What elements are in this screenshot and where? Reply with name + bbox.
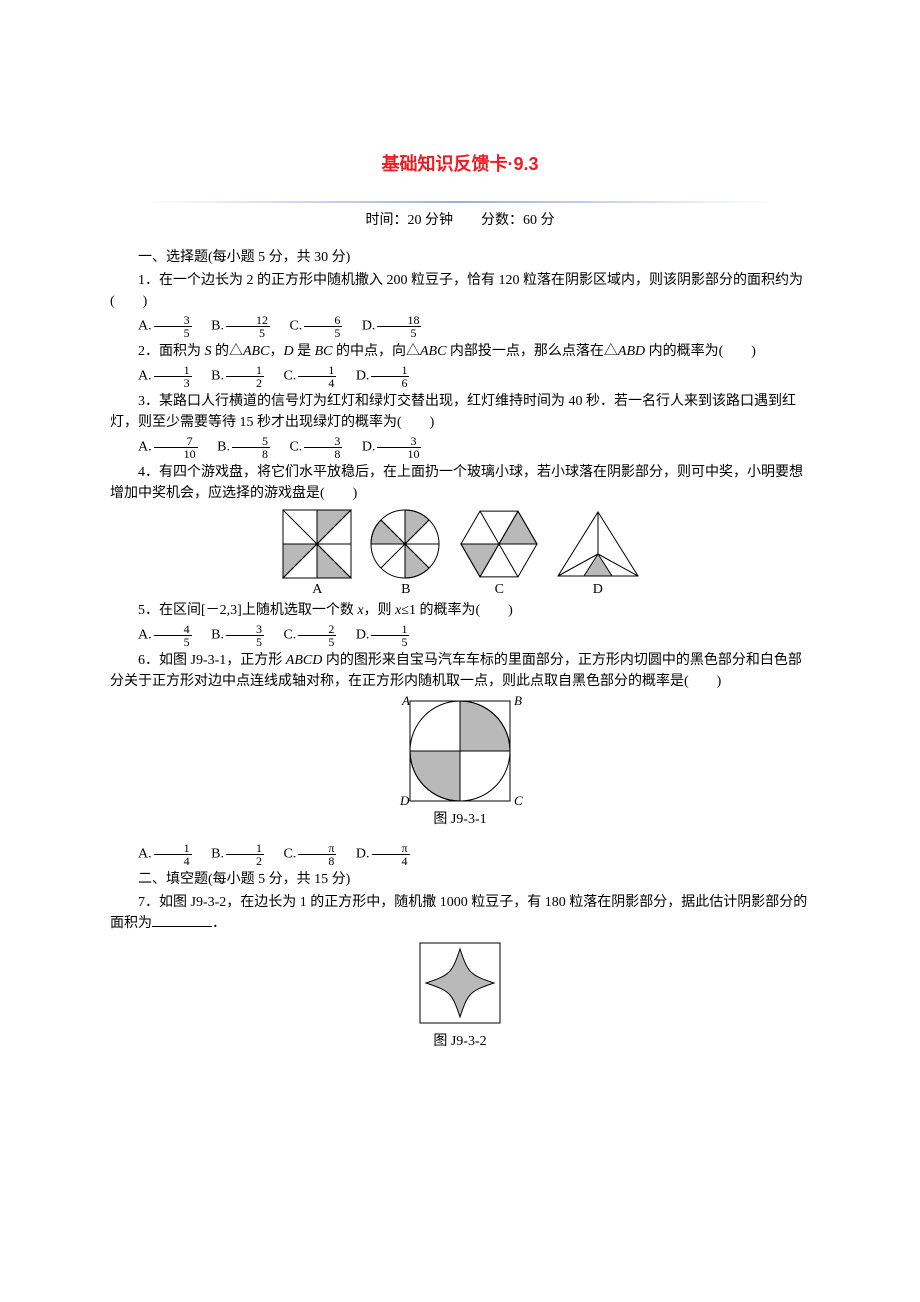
q2-opt-d-label: D. (356, 369, 370, 384)
q1-opt-c-label: C. (289, 319, 302, 334)
q5-options: A.45 B.35 C.25 D.15 (110, 623, 810, 648)
q1-opt-b-frac: 125 (226, 314, 270, 339)
svg-text:C: C (514, 793, 523, 806)
q3-opt-a-label: A. (138, 440, 152, 455)
q6-figure: A B C D (110, 696, 810, 806)
divider (145, 201, 775, 203)
q6-caption: 图 J9-3-1 (110, 808, 810, 828)
section-2-heading: 二、填空题(每小题 5 分，共 15 分) (110, 869, 810, 890)
q6-opt-b-frac: 12 (226, 842, 264, 867)
q5-opt-c-frac: 25 (298, 623, 336, 648)
q4-figure-b (363, 508, 448, 580)
q1-opt-a-frac: 35 (154, 314, 192, 339)
q2-opt-b-frac: 12 (226, 364, 264, 389)
page-title: 基础知识反馈卡·9.3 (110, 150, 810, 176)
q5-text: 5．在区间[－2,3]上随机选取一个数 x，则 x≤1 的概率为( ) (110, 600, 810, 621)
q2-opt-a-frac: 13 (154, 364, 192, 389)
q3-text: 3．某路口人行横道的信号灯为红灯和绿灯交替出现，红灯维持时间为 40 秒．若一名… (110, 391, 810, 433)
q6-opt-a-label: A. (138, 847, 152, 862)
q6-opt-c-label: C. (283, 847, 296, 862)
q2-opt-a-label: A. (138, 369, 152, 384)
q4-figure-c (452, 508, 547, 580)
q5-opt-d-frac: 15 (371, 623, 409, 648)
q5-opt-c-label: C. (283, 628, 296, 643)
q2-opt-b-label: B. (211, 369, 224, 384)
q3-options: A.710 B.58 C.38 D.310 (110, 435, 810, 460)
section-1-heading: 一、选择题(每小题 5 分，共 30 分) (110, 247, 810, 268)
q3-opt-a-frac: 710 (154, 435, 198, 460)
q1-opt-c-frac: 65 (304, 314, 342, 339)
q6-opt-b-label: B. (211, 847, 224, 862)
q7-text: 7．如图 J9-3-2，在边长为 1 的正方形中，随机撒 1000 粒豆子，有 … (110, 892, 810, 934)
q6-opt-d-label: D. (356, 847, 370, 862)
q4-figure-labels: A B C D (110, 582, 810, 598)
q3-opt-d-label: D. (362, 440, 376, 455)
q5-opt-a-label: A. (138, 628, 152, 643)
q1-opt-b-label: B. (211, 319, 224, 334)
q6-options: A.14 B.12 C.π8 D.π4 (110, 842, 810, 867)
q5-opt-d-label: D. (356, 628, 370, 643)
q6-opt-a-frac: 14 (154, 842, 192, 867)
q1-options: A.35 B.125 C.65 D.185 (110, 314, 810, 339)
q3-opt-b-frac: 58 (232, 435, 270, 460)
time-score-line: 时间：20 分钟 分数：60 分 (110, 209, 810, 229)
q1-opt-d-frac: 185 (377, 314, 421, 339)
q7-caption: 图 J9-3-2 (110, 1030, 810, 1050)
svg-text:D: D (399, 793, 410, 806)
q6-opt-c-frac: π8 (298, 842, 336, 867)
q5-opt-a-frac: 45 (154, 623, 192, 648)
q3-opt-b-label: B. (217, 440, 230, 455)
q2-opt-c-label: C. (283, 369, 296, 384)
page: 基础知识反馈卡·9.3 时间：20 分钟 分数：60 分 一、选择题(每小题 5… (0, 0, 920, 1130)
q4-figure-d (550, 508, 645, 580)
q1-opt-d-label: D. (362, 319, 376, 334)
q4-figure-a (275, 508, 360, 580)
q5-opt-b-frac: 35 (226, 623, 264, 648)
svg-text:B: B (514, 696, 522, 708)
q2-opt-c-frac: 14 (298, 364, 336, 389)
q5-opt-b-label: B. (211, 628, 224, 643)
q2-text: 2．面积为 S 的△ABC，D 是 BC 的中点，向△ABC 内部投一点，那么点… (110, 341, 810, 362)
q3-opt-d-frac: 310 (377, 435, 421, 460)
svg-text:A: A (401, 696, 410, 708)
q1-text: 1．在一个边长为 2 的正方形中随机撒入 200 粒豆子，恰有 120 粒落在阴… (110, 270, 810, 312)
q7-figure (110, 938, 810, 1028)
q3-opt-c-frac: 38 (304, 435, 342, 460)
q2-opt-d-frac: 16 (371, 364, 409, 389)
q7-blank (152, 913, 212, 927)
q6-text: 6．如图 J9-3-1，正方形 ABCD 内的图形来自宝马汽车车标的里面部分，正… (110, 650, 810, 692)
q3-opt-c-label: C. (289, 440, 302, 455)
q1-opt-a-label: A. (138, 319, 152, 334)
q2-options: A.13 B.12 C.14 D.16 (110, 364, 810, 389)
q4-figure-row (110, 508, 810, 580)
q6-opt-d-frac: π4 (372, 842, 410, 867)
q4-text: 4．有四个游戏盘，将它们水平放稳后，在上面扔一个玻璃小球，若小球落在阴影部分，则… (110, 462, 810, 504)
